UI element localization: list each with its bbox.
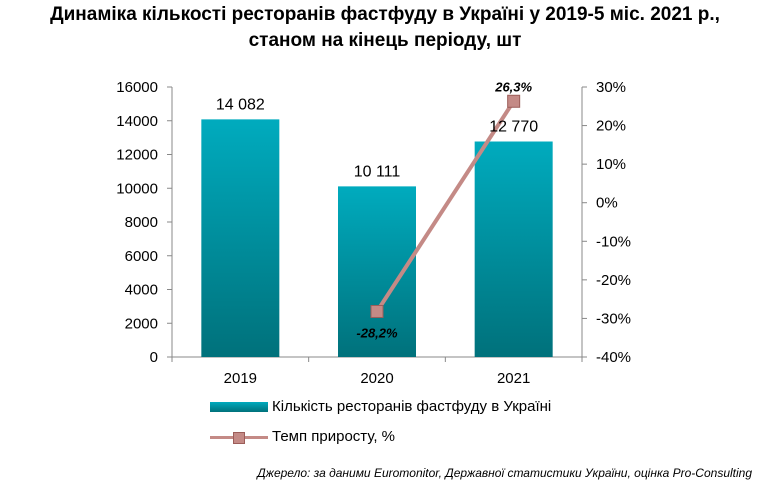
y-left-tick-label: 16000 bbox=[116, 79, 158, 96]
y-right-tick-label: 30% bbox=[596, 79, 626, 96]
x-tick-label: 2021 bbox=[497, 370, 530, 387]
legend-bar-swatch bbox=[210, 402, 268, 413]
y-left-tick-label: 2000 bbox=[125, 315, 158, 332]
legend-line-swatch bbox=[210, 430, 268, 445]
bar-data-label: 10 111 bbox=[354, 163, 401, 180]
legend-item-bars: Кількість ресторанів фастфуду в Україні bbox=[210, 398, 551, 415]
growth-rate-line bbox=[375, 100, 516, 313]
y-right-tick-label: -40% bbox=[596, 349, 631, 366]
y-right-tick-label: -10% bbox=[596, 233, 631, 250]
bar-data-label: 12 770 bbox=[489, 119, 538, 136]
chart-title: Динаміка кількості ресторанів фастфуду в… bbox=[0, 2, 770, 54]
source-note: Джерело: за даними Euromonitor, Державно… bbox=[257, 466, 752, 480]
growth-rate-data-label: -28,2% bbox=[356, 325, 398, 340]
y-right-tick-label: 0% bbox=[596, 195, 618, 212]
legend-bar-label: Кількість ресторанів фастфуду в Україні bbox=[272, 398, 552, 415]
y-right-tick-label: 10% bbox=[596, 156, 626, 173]
y-left-tick-label: 8000 bbox=[125, 214, 158, 231]
growth-rate-point-2020 bbox=[370, 304, 384, 318]
legend-line-label: Темп приросту, % bbox=[272, 428, 396, 445]
y-right-tick-label: -20% bbox=[596, 272, 631, 289]
legend-item-line: Темп приросту, % bbox=[210, 428, 395, 445]
x-tick-label: 2019 bbox=[224, 370, 257, 387]
y-right-tick-label: -30% bbox=[596, 310, 631, 327]
bar-2019 bbox=[201, 119, 280, 358]
growth-rate-data-label: 26,3% bbox=[494, 79, 532, 94]
y-left-tick-label: 10000 bbox=[116, 180, 158, 197]
y-left-tick-label: 12000 bbox=[116, 147, 158, 164]
growth-rate-point-2021 bbox=[507, 94, 521, 108]
y-right-tick-label: 20% bbox=[596, 118, 626, 135]
chart-title-line-2: станом на кінець періоду, шт bbox=[248, 30, 522, 51]
y-left-tick-label: 4000 bbox=[125, 282, 158, 299]
bar-data-label: 14 082 bbox=[216, 96, 265, 113]
y-left-tick-label: 0 bbox=[150, 349, 158, 366]
x-tick-label: 2020 bbox=[360, 370, 393, 387]
bar-2021 bbox=[474, 141, 553, 357]
chart-title-line-1: Динаміка кількості ресторанів фастфуду в… bbox=[50, 4, 720, 25]
y-left-tick-label: 6000 bbox=[125, 248, 158, 265]
y-left-tick-label: 14000 bbox=[116, 113, 158, 130]
